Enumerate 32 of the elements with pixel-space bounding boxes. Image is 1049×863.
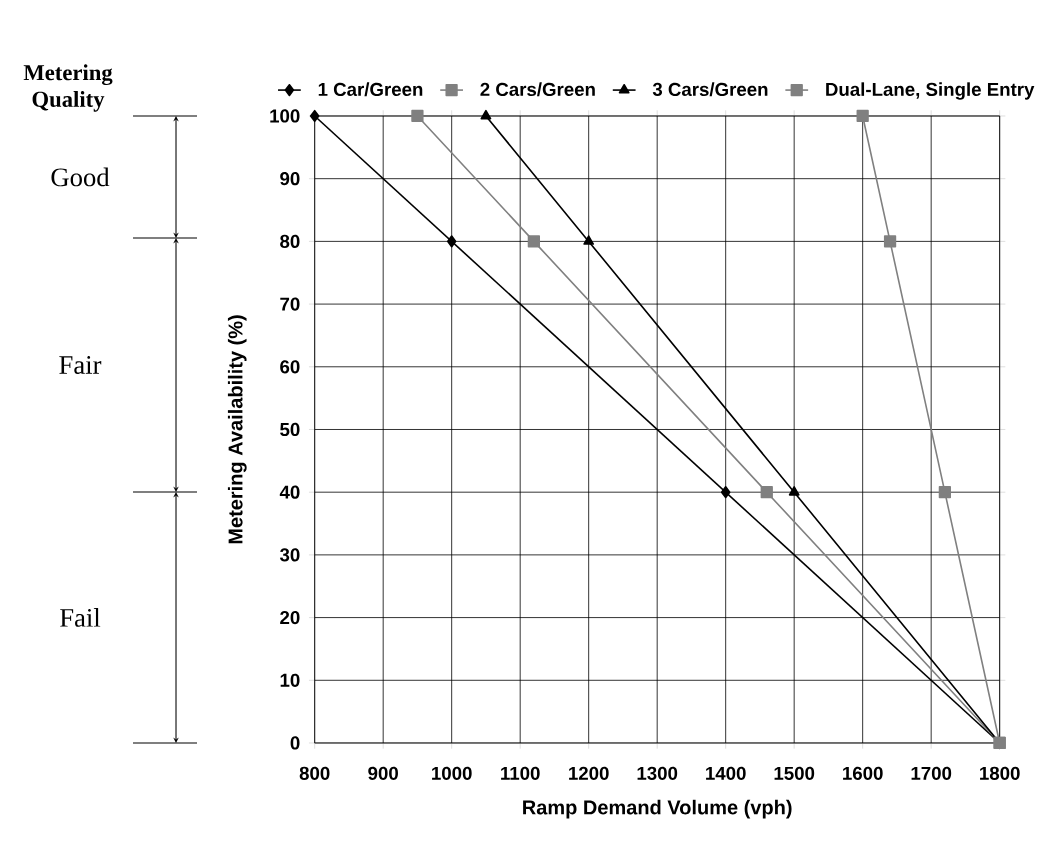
text: Good <box>51 167 110 187</box>
x-tick-label: 1600 <box>843 766 883 780</box>
y-tick-label: 40 <box>279 485 300 499</box>
y-tick-label: 70 <box>280 297 300 311</box>
y-tick-label: 80 <box>280 234 300 248</box>
x-tick-label: 800 <box>299 766 330 780</box>
y-tick-label: 50 <box>280 422 300 437</box>
y-tick-label: 90 <box>280 172 300 186</box>
legend-label: 2 Cars/Green <box>480 82 595 97</box>
x-tick-label: 1700 <box>911 766 952 780</box>
x-tick-label: 1200 <box>569 766 609 780</box>
x-tick-label: 900 <box>368 766 398 780</box>
x-tick-label: 1400 <box>706 766 746 780</box>
y-tick-label: 0 <box>290 736 300 750</box>
x-tick-label: 1000 <box>432 766 472 780</box>
y-tick-label: 100 <box>270 109 300 123</box>
x-tick-label: 1100 <box>501 766 540 780</box>
x-axis-title: Ramp Demand Volume (vph) <box>523 799 792 819</box>
y-axis-title: Metering Availability (%) <box>227 315 247 544</box>
x-tick-label: 1800 <box>980 766 1020 780</box>
legend-label: 3 Cars/Green <box>652 82 768 97</box>
y-tick-label: 10 <box>280 673 300 687</box>
text: Fair <box>59 356 102 374</box>
y-tick-label: 20 <box>280 610 300 625</box>
legend-label: 1 Car/Green <box>318 82 423 97</box>
y-tick-label: 30 <box>279 548 300 562</box>
text: Fail <box>60 608 101 627</box>
x-tick-label: 1500 <box>774 766 815 780</box>
legend-label: Dual-Lane, Single Entry <box>826 82 1035 100</box>
y-tick-label: 60 <box>280 360 300 374</box>
text: Metering Quality <box>23 64 113 112</box>
x-tick-label: 1300 <box>637 766 678 780</box>
